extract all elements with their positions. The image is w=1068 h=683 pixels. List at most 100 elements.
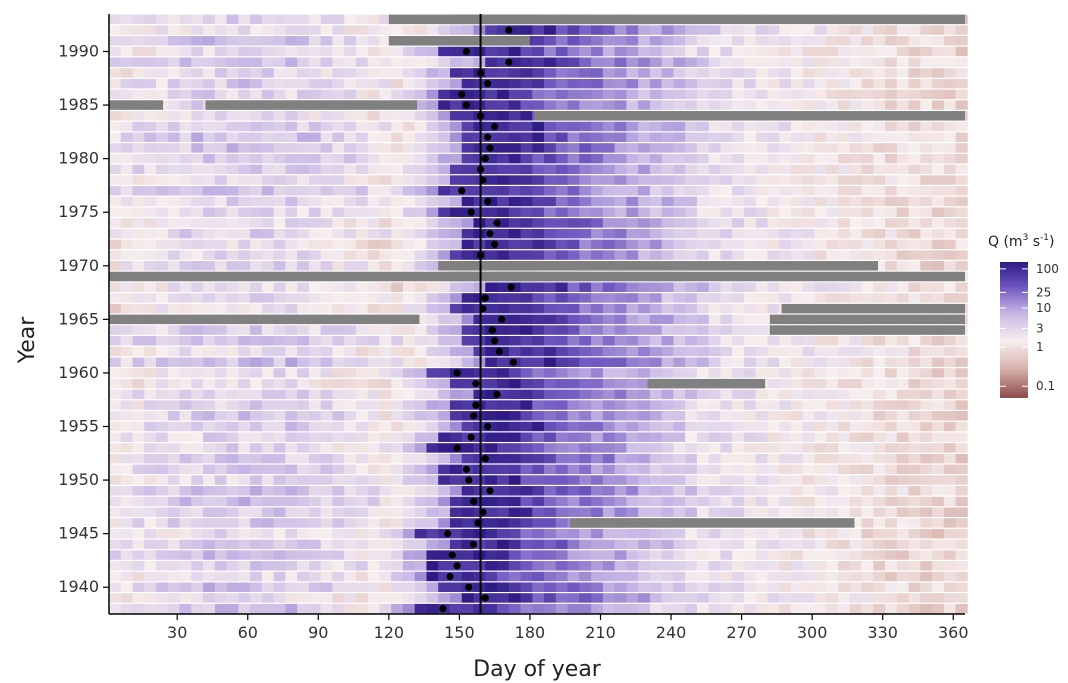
- heatmap-cell: [802, 496, 815, 507]
- heatmap-cell: [320, 411, 333, 421]
- heatmap-cell: [203, 507, 216, 517]
- heatmap-cell: [755, 571, 768, 582]
- heatmap-cell: [238, 411, 251, 421]
- heatmap-cell: [767, 421, 780, 432]
- heatmap-cell: [685, 464, 698, 475]
- heatmap-cell: [626, 496, 639, 507]
- heatmap-cell: [955, 89, 968, 100]
- heatmap-cell: [708, 432, 721, 442]
- heatmap-cell: [685, 357, 698, 367]
- heatmap-cell: [567, 389, 580, 400]
- heatmap-cell: [873, 68, 886, 78]
- heatmap-cell: [273, 528, 286, 539]
- heatmap-cell: [203, 378, 216, 389]
- heatmap-cell: [849, 336, 862, 346]
- peak-marker: [476, 165, 485, 173]
- heatmap-cell: [109, 603, 122, 614]
- heatmap-cell: [402, 78, 416, 89]
- heatmap-cell: [520, 486, 533, 496]
- heatmap-cell: [767, 539, 780, 550]
- heatmap-cell: [449, 389, 463, 400]
- heatmap-cell: [238, 518, 251, 528]
- heatmap-cell: [261, 346, 275, 357]
- heatmap-cell: [355, 486, 369, 496]
- heatmap-cell: [132, 132, 145, 142]
- heatmap-cell: [285, 207, 298, 217]
- heatmap-cell: [661, 571, 674, 582]
- heatmap-cell: [755, 121, 768, 132]
- missing-data-bar: [438, 261, 878, 271]
- heatmap-cell: [614, 314, 627, 325]
- heatmap-cell: [379, 68, 392, 78]
- heatmap-cell: [308, 346, 322, 357]
- heatmap-cell: [332, 443, 345, 453]
- heatmap-cell: [391, 111, 404, 121]
- heatmap-cell: [426, 239, 439, 250]
- heatmap-cell: [873, 582, 886, 592]
- heatmap-cell: [555, 561, 568, 571]
- heatmap-cell: [602, 314, 616, 325]
- heatmap-cell: [814, 443, 827, 453]
- heatmap-cell: [273, 593, 286, 603]
- heatmap-cell: [308, 293, 322, 303]
- heatmap-cell: [179, 475, 192, 485]
- heatmap-cell: [814, 186, 827, 196]
- heatmap-cell: [685, 293, 698, 303]
- heatmap-cell: [203, 496, 216, 507]
- heatmap-cell: [297, 443, 310, 453]
- x-axis-title: Day of year: [473, 657, 602, 682]
- heatmap-cell: [426, 550, 439, 560]
- heatmap-cell: [591, 78, 604, 89]
- heatmap-cell: [214, 378, 227, 389]
- heatmap-cell: [720, 132, 733, 142]
- heatmap-cell: [132, 164, 145, 175]
- heatmap-cell: [567, 443, 580, 453]
- heatmap-cell: [320, 89, 333, 100]
- heatmap-cell: [485, 496, 498, 507]
- heatmap-cell: [920, 78, 933, 89]
- heatmap-cell: [461, 25, 474, 35]
- heatmap-cell: [943, 239, 956, 250]
- heatmap-cell: [685, 143, 698, 153]
- heatmap-cell: [885, 46, 898, 57]
- heatmap-cell: [308, 207, 322, 217]
- heatmap-cell: [355, 303, 369, 314]
- heatmap-cell: [732, 36, 745, 46]
- heatmap-cell: [285, 36, 298, 46]
- heatmap-cell: [414, 507, 427, 517]
- heatmap-cell: [238, 507, 251, 517]
- legend-label: 100: [1036, 262, 1059, 276]
- heatmap-cell: [920, 518, 933, 528]
- heatmap-cell: [379, 78, 392, 89]
- heatmap-cell: [109, 175, 122, 185]
- heatmap-cell: [755, 218, 768, 228]
- heatmap-cell: [838, 346, 851, 357]
- heatmap-cell: [544, 368, 557, 378]
- heatmap-cell: [508, 100, 521, 110]
- heatmap-cell: [602, 571, 616, 582]
- peak-marker: [484, 422, 492, 431]
- heatmap-cell: [602, 303, 616, 314]
- heatmap-cell: [214, 539, 227, 550]
- heatmap-cell: [355, 14, 369, 25]
- heatmap-cell: [779, 196, 792, 207]
- heatmap-cell: [285, 528, 298, 539]
- heatmap-cell: [861, 186, 874, 196]
- heatmap-cell: [755, 539, 768, 550]
- heatmap-cell: [355, 518, 369, 528]
- heatmap-cell: [802, 539, 815, 550]
- heatmap-cell: [238, 432, 251, 442]
- heatmap-cell: [238, 443, 251, 453]
- heatmap-cell: [896, 239, 909, 250]
- heatmap-cell: [908, 357, 921, 367]
- heatmap-cell: [685, 121, 698, 132]
- heatmap-cell: [156, 132, 169, 142]
- heatmap-cell: [144, 111, 157, 121]
- heatmap-cell: [626, 453, 639, 464]
- heatmap-cell: [779, 400, 792, 410]
- heatmap-cell: [814, 507, 827, 517]
- heatmap-cell: [391, 239, 404, 250]
- heatmap-cell: [203, 121, 216, 132]
- heatmap-cell: [379, 89, 392, 100]
- heatmap-cell: [602, 561, 616, 571]
